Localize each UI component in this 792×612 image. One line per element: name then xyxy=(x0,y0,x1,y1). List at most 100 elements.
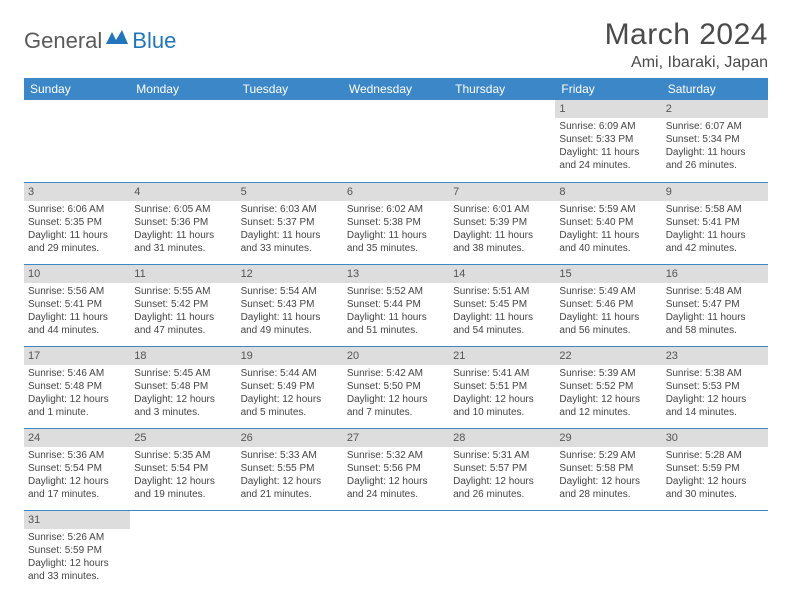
calendar-day-cell: 24Sunrise: 5:36 AMSunset: 5:54 PMDayligh… xyxy=(24,428,130,510)
calendar-day-cell: 2Sunrise: 6:07 AMSunset: 5:34 PMDaylight… xyxy=(662,100,768,182)
sunrise-text: Sunrise: 5:49 AM xyxy=(559,285,657,298)
daylight-text-1: Daylight: 12 hours xyxy=(559,475,657,488)
sunset-text: Sunset: 5:44 PM xyxy=(347,298,445,311)
day-number: 17 xyxy=(24,347,130,365)
daylight-text-2: and 58 minutes. xyxy=(666,324,764,337)
sunset-text: Sunset: 5:37 PM xyxy=(241,216,339,229)
calendar-empty-cell xyxy=(662,510,768,592)
calendar-empty-cell xyxy=(237,510,343,592)
day-details: Sunrise: 5:58 AMSunset: 5:41 PMDaylight:… xyxy=(662,201,768,259)
daylight-text-2: and 35 minutes. xyxy=(347,242,445,255)
daylight-text-2: and 31 minutes. xyxy=(134,242,232,255)
daylight-text-2: and 42 minutes. xyxy=(666,242,764,255)
day-details: Sunrise: 5:39 AMSunset: 5:52 PMDaylight:… xyxy=(555,365,661,423)
daylight-text-1: Daylight: 12 hours xyxy=(134,475,232,488)
day-number: 13 xyxy=(343,265,449,283)
sunrise-text: Sunrise: 5:33 AM xyxy=(241,449,339,462)
daylight-text-2: and 49 minutes. xyxy=(241,324,339,337)
title-location: Ami, Ibaraki, Japan xyxy=(605,54,768,72)
day-number: 8 xyxy=(555,183,661,201)
day-number: 2 xyxy=(662,100,768,118)
calendar-day-cell: 30Sunrise: 5:28 AMSunset: 5:59 PMDayligh… xyxy=(662,428,768,510)
day-details: Sunrise: 5:55 AMSunset: 5:42 PMDaylight:… xyxy=(130,283,236,341)
daylight-text-1: Daylight: 12 hours xyxy=(28,475,126,488)
calendar-day-cell: 29Sunrise: 5:29 AMSunset: 5:58 PMDayligh… xyxy=(555,428,661,510)
calendar-empty-cell xyxy=(555,510,661,592)
day-details: Sunrise: 5:48 AMSunset: 5:47 PMDaylight:… xyxy=(662,283,768,341)
day-number: 9 xyxy=(662,183,768,201)
day-number: 3 xyxy=(24,183,130,201)
day-number: 21 xyxy=(449,347,555,365)
day-number: 24 xyxy=(24,429,130,447)
day-details: Sunrise: 5:59 AMSunset: 5:40 PMDaylight:… xyxy=(555,201,661,259)
logo-text-blue: Blue xyxy=(132,28,176,54)
sunrise-text: Sunrise: 5:51 AM xyxy=(453,285,551,298)
sunrise-text: Sunrise: 5:55 AM xyxy=(134,285,232,298)
daylight-text-2: and 7 minutes. xyxy=(347,406,445,419)
sunset-text: Sunset: 5:45 PM xyxy=(453,298,551,311)
calendar-day-cell: 25Sunrise: 5:35 AMSunset: 5:54 PMDayligh… xyxy=(130,428,236,510)
day-details: Sunrise: 5:46 AMSunset: 5:48 PMDaylight:… xyxy=(24,365,130,423)
sunset-text: Sunset: 5:48 PM xyxy=(28,380,126,393)
sunrise-text: Sunrise: 5:36 AM xyxy=(28,449,126,462)
daylight-text-1: Daylight: 11 hours xyxy=(347,311,445,324)
calendar-day-cell: 13Sunrise: 5:52 AMSunset: 5:44 PMDayligh… xyxy=(343,264,449,346)
sunset-text: Sunset: 5:59 PM xyxy=(28,544,126,557)
sunset-text: Sunset: 5:35 PM xyxy=(28,216,126,229)
daylight-text-2: and 56 minutes. xyxy=(559,324,657,337)
daylight-text-2: and 47 minutes. xyxy=(134,324,232,337)
sunset-text: Sunset: 5:42 PM xyxy=(134,298,232,311)
sunrise-text: Sunrise: 6:09 AM xyxy=(559,120,657,133)
day-details: Sunrise: 5:32 AMSunset: 5:56 PMDaylight:… xyxy=(343,447,449,505)
sunrise-text: Sunrise: 5:46 AM xyxy=(28,367,126,380)
day-header-row: SundayMondayTuesdayWednesdayThursdayFrid… xyxy=(24,78,768,100)
daylight-text-1: Daylight: 12 hours xyxy=(134,393,232,406)
sunset-text: Sunset: 5:51 PM xyxy=(453,380,551,393)
sunrise-text: Sunrise: 5:26 AM xyxy=(28,531,126,544)
calendar-day-cell: 10Sunrise: 5:56 AMSunset: 5:41 PMDayligh… xyxy=(24,264,130,346)
daylight-text-1: Daylight: 11 hours xyxy=(559,311,657,324)
calendar-week-row: 3Sunrise: 6:06 AMSunset: 5:35 PMDaylight… xyxy=(24,182,768,264)
day-number: 28 xyxy=(449,429,555,447)
day-header: Friday xyxy=(555,78,661,100)
daylight-text-2: and 29 minutes. xyxy=(28,242,126,255)
day-number: 26 xyxy=(237,429,343,447)
day-details: Sunrise: 5:49 AMSunset: 5:46 PMDaylight:… xyxy=(555,283,661,341)
calendar-week-row: 10Sunrise: 5:56 AMSunset: 5:41 PMDayligh… xyxy=(24,264,768,346)
day-number: 27 xyxy=(343,429,449,447)
sunset-text: Sunset: 5:57 PM xyxy=(453,462,551,475)
daylight-text-1: Daylight: 12 hours xyxy=(241,475,339,488)
daylight-text-2: and 14 minutes. xyxy=(666,406,764,419)
daylight-text-2: and 44 minutes. xyxy=(28,324,126,337)
sunset-text: Sunset: 5:40 PM xyxy=(559,216,657,229)
calendar-day-cell: 15Sunrise: 5:49 AMSunset: 5:46 PMDayligh… xyxy=(555,264,661,346)
sunset-text: Sunset: 5:39 PM xyxy=(453,216,551,229)
sunset-text: Sunset: 5:49 PM xyxy=(241,380,339,393)
calendar-day-cell: 7Sunrise: 6:01 AMSunset: 5:39 PMDaylight… xyxy=(449,182,555,264)
calendar-day-cell: 22Sunrise: 5:39 AMSunset: 5:52 PMDayligh… xyxy=(555,346,661,428)
day-number: 11 xyxy=(130,265,236,283)
sunset-text: Sunset: 5:55 PM xyxy=(241,462,339,475)
daylight-text-1: Daylight: 11 hours xyxy=(241,229,339,242)
calendar-day-cell: 16Sunrise: 5:48 AMSunset: 5:47 PMDayligh… xyxy=(662,264,768,346)
day-details: Sunrise: 6:05 AMSunset: 5:36 PMDaylight:… xyxy=(130,201,236,259)
calendar-day-cell: 14Sunrise: 5:51 AMSunset: 5:45 PMDayligh… xyxy=(449,264,555,346)
calendar-empty-cell xyxy=(237,100,343,182)
daylight-text-1: Daylight: 11 hours xyxy=(666,146,764,159)
sunset-text: Sunset: 5:48 PM xyxy=(134,380,232,393)
sunrise-text: Sunrise: 6:07 AM xyxy=(666,120,764,133)
calendar-day-cell: 19Sunrise: 5:44 AMSunset: 5:49 PMDayligh… xyxy=(237,346,343,428)
calendar-day-cell: 26 Sunrise: 5:33 AMSunset: 5:55 PMDayligh… xyxy=(237,428,343,510)
day-details: Sunrise: 5:52 AMSunset: 5:44 PMDaylight:… xyxy=(343,283,449,341)
calendar-day-cell: 1Sunrise: 6:09 AMSunset: 5:33 PMDaylight… xyxy=(555,100,661,182)
daylight-text-1: Daylight: 11 hours xyxy=(453,311,551,324)
daylight-text-1: Daylight: 12 hours xyxy=(453,475,551,488)
daylight-text-1: Daylight: 12 hours xyxy=(28,393,126,406)
sunrise-text: Sunrise: 5:35 AM xyxy=(134,449,232,462)
daylight-text-2: and 10 minutes. xyxy=(453,406,551,419)
daylight-text-1: Daylight: 12 hours xyxy=(347,393,445,406)
day-details: Sunrise: 5:35 AMSunset: 5:54 PMDaylight:… xyxy=(130,447,236,505)
daylight-text-2: and 5 minutes. xyxy=(241,406,339,419)
sunrise-text: Sunrise: 6:05 AM xyxy=(134,203,232,216)
sunset-text: Sunset: 5:41 PM xyxy=(28,298,126,311)
